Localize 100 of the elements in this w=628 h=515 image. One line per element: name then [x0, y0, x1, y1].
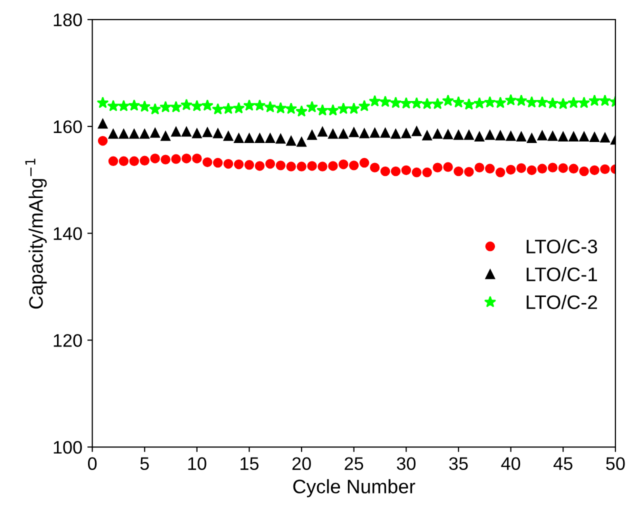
point	[128, 99, 140, 111]
point	[506, 164, 516, 175]
point	[473, 97, 486, 109]
point	[590, 132, 600, 142]
x-tick-label: 20	[292, 457, 311, 470]
point	[182, 126, 192, 137]
point	[337, 102, 350, 114]
point	[526, 96, 538, 108]
point	[316, 104, 328, 116]
y-tick-label: 120	[54, 334, 82, 347]
x-tick-label: 35	[449, 457, 468, 470]
point	[274, 102, 287, 114]
point	[349, 127, 359, 138]
point	[410, 97, 423, 109]
point	[590, 165, 600, 176]
point	[548, 131, 558, 141]
point	[546, 97, 559, 109]
x-tick-label: 25	[344, 457, 364, 470]
point	[232, 102, 245, 114]
point	[296, 137, 306, 147]
point	[370, 128, 380, 138]
point	[306, 100, 318, 112]
point	[421, 98, 434, 110]
point	[526, 165, 537, 176]
point	[400, 97, 412, 109]
point	[578, 96, 590, 108]
point	[265, 133, 276, 144]
point	[359, 158, 370, 168]
point	[537, 164, 548, 174]
point	[358, 100, 370, 112]
point	[192, 128, 202, 138]
point	[182, 154, 192, 164]
point	[223, 131, 234, 141]
y-tick-label: 140	[54, 227, 82, 240]
point	[140, 156, 150, 166]
point	[443, 162, 453, 172]
x-tick-label: 40	[501, 457, 520, 470]
point	[537, 130, 548, 140]
point	[285, 102, 298, 114]
point	[368, 95, 381, 107]
point	[390, 129, 401, 139]
point	[264, 100, 276, 112]
point	[129, 156, 140, 166]
point	[202, 127, 212, 138]
point	[464, 130, 474, 140]
point	[338, 160, 348, 170]
point	[276, 160, 286, 170]
x-tick-label: 10	[188, 457, 206, 470]
point	[118, 156, 129, 166]
legend-label: LTO/C-2	[526, 294, 597, 310]
y-tick-label: 100	[54, 440, 82, 454]
point	[464, 166, 474, 177]
point	[494, 96, 506, 108]
point	[307, 161, 317, 171]
point	[171, 154, 181, 164]
point	[380, 128, 390, 138]
point	[432, 98, 444, 110]
point	[412, 126, 422, 136]
point	[485, 130, 495, 140]
point	[548, 162, 558, 172]
point	[495, 130, 506, 140]
point	[276, 134, 286, 144]
x-tick-label: 50	[606, 457, 625, 470]
legend-label: LTO/C-3	[526, 239, 598, 254]
point	[96, 96, 109, 108]
point	[286, 162, 296, 172]
point	[401, 128, 412, 138]
point	[201, 99, 214, 111]
point	[422, 130, 432, 140]
point	[588, 94, 600, 106]
point	[600, 164, 610, 174]
point	[180, 98, 192, 110]
legend-label: LTO/C-1	[526, 266, 597, 282]
point	[349, 160, 359, 170]
point	[504, 94, 517, 106]
point	[474, 162, 484, 172]
point	[150, 154, 160, 164]
y-tick-label: 160	[54, 120, 82, 134]
point	[390, 96, 402, 108]
point	[138, 100, 151, 112]
point	[401, 165, 412, 176]
point	[160, 131, 170, 141]
point	[462, 98, 475, 110]
point	[150, 128, 160, 138]
point	[558, 132, 568, 142]
point	[370, 162, 380, 172]
point	[526, 133, 537, 144]
point	[149, 103, 162, 115]
point	[243, 99, 256, 111]
point	[98, 118, 108, 129]
point	[442, 94, 454, 106]
point	[223, 158, 234, 169]
point	[160, 100, 172, 112]
point	[600, 132, 610, 143]
point	[140, 129, 150, 139]
point	[296, 105, 308, 117]
point	[296, 162, 306, 172]
y-tick-label: 180	[54, 14, 82, 26]
x-tick-label: 45	[554, 457, 572, 470]
point	[254, 99, 266, 111]
